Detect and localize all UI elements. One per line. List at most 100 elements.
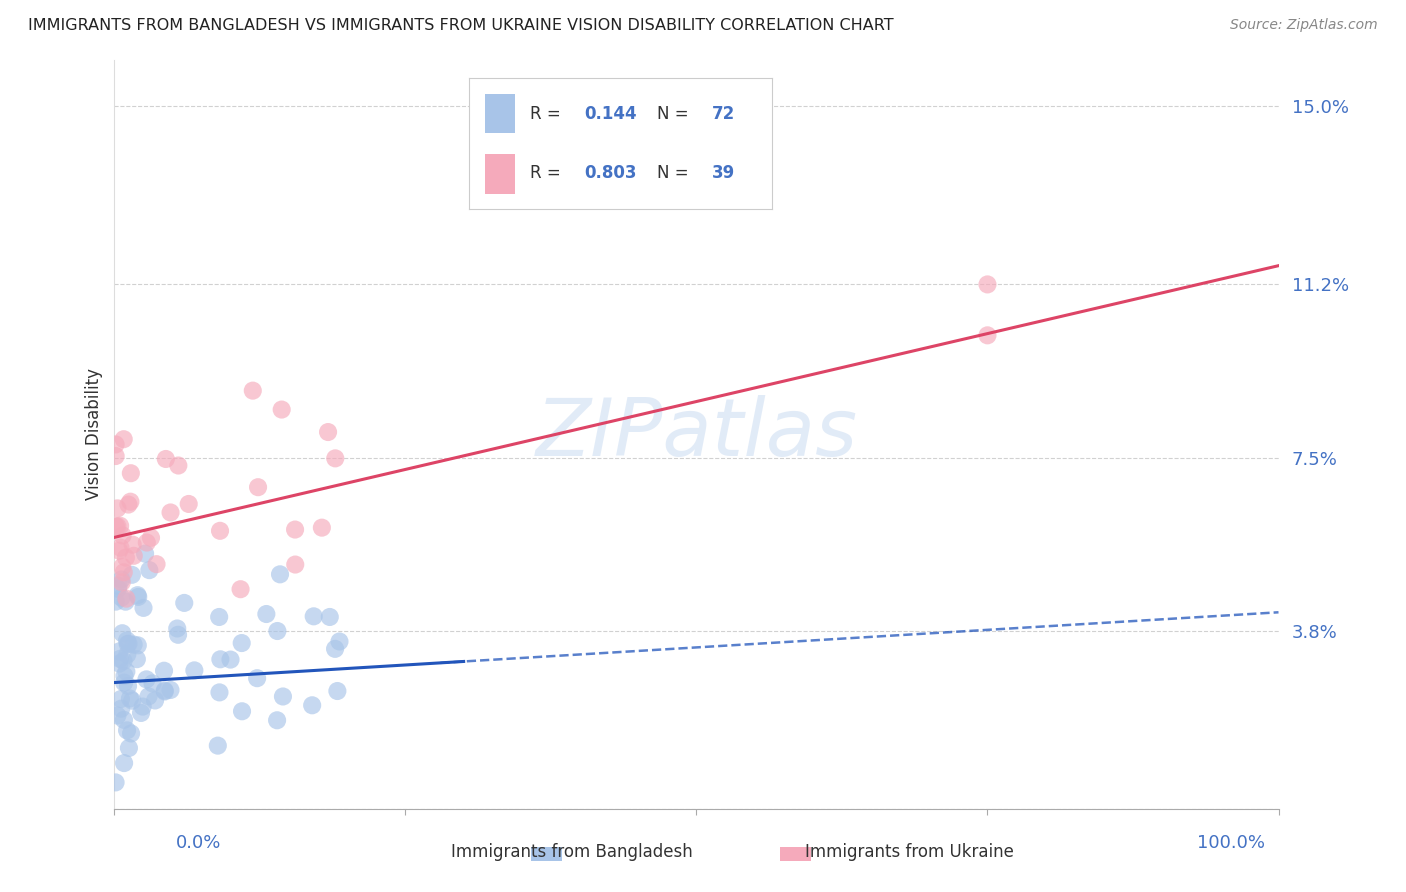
Point — [208, 685, 231, 699]
Point — [104, 437, 127, 451]
Point — [159, 506, 181, 520]
Point — [125, 652, 148, 666]
Point — [115, 665, 138, 679]
Point — [112, 654, 135, 668]
Point — [114, 595, 136, 609]
Point — [110, 573, 132, 587]
Point — [111, 626, 134, 640]
Point — [323, 641, 346, 656]
Point — [115, 633, 138, 648]
Point — [117, 637, 139, 651]
Text: Immigrants from Bangladesh: Immigrants from Bangladesh — [451, 843, 692, 861]
Point — [120, 494, 142, 508]
Point — [105, 519, 128, 533]
Point — [111, 559, 134, 574]
Point — [121, 694, 143, 708]
Point — [167, 628, 190, 642]
Point — [115, 591, 138, 606]
Point — [135, 535, 157, 549]
Point — [159, 683, 181, 698]
Point — [121, 538, 143, 552]
Point — [207, 739, 229, 753]
Point — [141, 676, 163, 690]
Point — [104, 519, 127, 533]
Point — [107, 708, 129, 723]
Point — [316, 425, 339, 439]
Point — [121, 567, 143, 582]
Point — [111, 528, 134, 542]
Point — [108, 657, 131, 671]
Text: 0.0%: 0.0% — [176, 834, 221, 852]
Point — [319, 610, 342, 624]
Point — [127, 638, 149, 652]
Point — [976, 277, 998, 292]
Point — [117, 637, 139, 651]
Text: Source: ZipAtlas.com: Source: ZipAtlas.com — [1230, 18, 1378, 32]
Point — [155, 452, 177, 467]
Point — [120, 726, 142, 740]
Point — [107, 579, 129, 593]
Point — [107, 501, 129, 516]
Point — [270, 402, 292, 417]
Point — [138, 690, 160, 704]
Point — [231, 704, 253, 718]
Point — [112, 713, 135, 727]
Point — [112, 566, 135, 580]
Point — [134, 547, 156, 561]
Point — [173, 596, 195, 610]
Point — [112, 432, 135, 446]
Point — [208, 524, 231, 538]
Point — [269, 567, 291, 582]
Point — [231, 636, 253, 650]
Point — [166, 622, 188, 636]
Point — [271, 690, 294, 704]
Point — [139, 531, 162, 545]
Point — [132, 600, 155, 615]
Point — [112, 756, 135, 770]
Point — [108, 518, 131, 533]
Point — [108, 644, 131, 658]
Point — [135, 673, 157, 687]
Point — [219, 652, 242, 666]
Point — [246, 671, 269, 685]
Point — [209, 652, 232, 666]
Point — [117, 498, 139, 512]
Point — [284, 523, 307, 537]
Point — [138, 563, 160, 577]
Text: 100.0%: 100.0% — [1198, 834, 1265, 852]
Point — [110, 692, 132, 706]
Point — [284, 558, 307, 572]
Text: ZIPatlas: ZIPatlas — [536, 395, 858, 474]
Point — [111, 575, 134, 590]
Point — [129, 706, 152, 720]
Point — [108, 543, 131, 558]
Y-axis label: Vision Disability: Vision Disability — [86, 368, 103, 500]
Point — [183, 664, 205, 678]
Point — [177, 497, 200, 511]
Point — [132, 699, 155, 714]
Point — [153, 664, 176, 678]
Point — [127, 590, 149, 604]
Point — [266, 713, 288, 727]
Point — [208, 610, 231, 624]
Point — [328, 634, 350, 648]
Point — [143, 693, 166, 707]
Point — [254, 607, 277, 621]
Point — [114, 669, 136, 683]
Point — [120, 467, 142, 481]
Point — [117, 648, 139, 662]
Point — [145, 557, 167, 571]
Point — [118, 741, 141, 756]
Point — [167, 458, 190, 473]
Point — [110, 701, 132, 715]
Point — [311, 521, 333, 535]
Point — [266, 624, 288, 638]
Point — [104, 449, 127, 463]
Point — [229, 582, 252, 597]
Point — [242, 384, 264, 398]
Point — [153, 683, 176, 698]
Point — [110, 541, 132, 555]
Point — [110, 591, 132, 605]
Point — [976, 328, 998, 343]
Point — [247, 480, 270, 494]
